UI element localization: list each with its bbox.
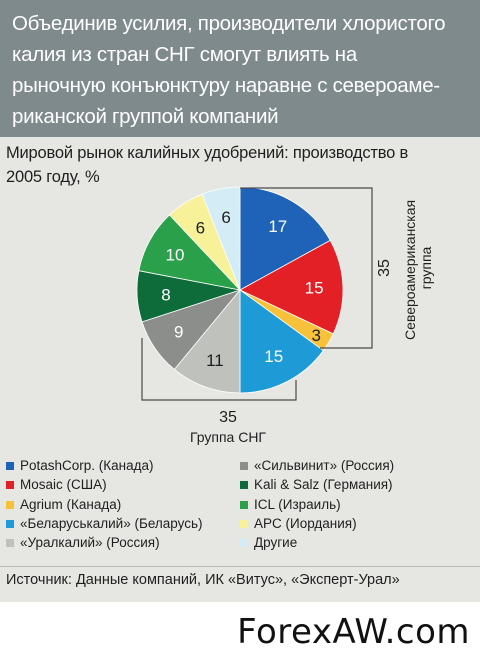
pie-slice-label: 6 bbox=[221, 208, 230, 227]
legend-swatch bbox=[240, 481, 248, 490]
source-divider bbox=[0, 566, 480, 567]
cis-bracket bbox=[141, 338, 297, 401]
legend-swatch bbox=[6, 500, 14, 509]
pie-slice-label: 10 bbox=[166, 245, 185, 264]
legend-label: PotashCorp. (Канада) bbox=[20, 458, 154, 473]
legend-item: Agrium (Канада) bbox=[6, 496, 240, 514]
pie-slice bbox=[239, 289, 324, 394]
pie-labels: 17 15 3 15 11 98 10 66 bbox=[161, 208, 323, 370]
group-brackets bbox=[141, 187, 373, 401]
legend-swatch bbox=[240, 462, 248, 471]
pie-slice-label: 17 bbox=[268, 217, 287, 236]
subtitle-line: Мировой рынок калийных удобрений: произв… bbox=[6, 144, 409, 162]
legend-swatch bbox=[240, 520, 248, 529]
pie-slice-label: 8 bbox=[161, 286, 170, 305]
pie-slice-label: 15 bbox=[264, 347, 283, 366]
legend-label: «Беларуськалий» (Беларусь) bbox=[20, 515, 203, 531]
group-label-line-2: группа bbox=[418, 246, 434, 289]
header-line: Объединив усилия, производители хлористо… bbox=[12, 12, 446, 35]
legend-item: PotashCorp. (Канада) bbox=[6, 457, 240, 475]
watermark: ForexAW.com bbox=[237, 612, 470, 652]
pie-slices bbox=[136, 186, 344, 394]
group-label-line-1: Североамериканская bbox=[402, 200, 418, 340]
pie-slice-label: 3 bbox=[311, 326, 320, 345]
header-line: калия из стран СНГ смогут влиять на bbox=[12, 43, 357, 66]
legend-swatch bbox=[240, 539, 248, 548]
cis-group-label: Группа СНГ bbox=[190, 429, 266, 445]
legend-item: Другие bbox=[240, 534, 474, 552]
pie-slice bbox=[173, 288, 241, 394]
source-note: Источник: Данные компаний, ИК «Витус», «… bbox=[6, 572, 400, 588]
north-america-bracket bbox=[240, 187, 373, 349]
legend-label: Kali & Salz (Германия) bbox=[254, 477, 393, 493]
legend-label: Agrium (Канада) bbox=[20, 496, 122, 512]
legend-item: Kali & Salz (Германия) bbox=[240, 476, 474, 494]
legend-swatch bbox=[6, 462, 14, 471]
header-banner: Объединив усилия, производители хлористо… bbox=[0, 0, 480, 137]
north-america-group-value: 35 bbox=[376, 259, 393, 277]
header-line: риканской группой компаний bbox=[12, 105, 279, 128]
pie-slice-label: 6 bbox=[196, 218, 205, 237]
pie-slice bbox=[201, 186, 241, 291]
legend-swatch bbox=[240, 500, 248, 509]
legend-label: APC (Иордания) bbox=[254, 515, 357, 531]
legend-label: Mosaic (США) bbox=[20, 477, 107, 493]
legend-swatch bbox=[6, 520, 14, 529]
pie-slice-label: 15 bbox=[305, 279, 324, 298]
legend-swatch bbox=[6, 539, 14, 548]
pie-slice-label: 9 bbox=[174, 323, 183, 342]
legend-label: «Сильвинит» (Россия) bbox=[254, 458, 395, 473]
north-america-group-label: Североамериканская группа bbox=[402, 196, 434, 340]
legend-label: Другие bbox=[254, 535, 298, 551]
subtitle-line: 2005 году, % bbox=[6, 168, 100, 186]
cis-group-value: 35 bbox=[219, 409, 237, 426]
legend-item: «Сильвинит» (Россия) bbox=[240, 457, 474, 475]
legend-item: APC (Иордания) bbox=[240, 515, 474, 533]
header-line: рыночную конъюнктуру наравне с североаме… bbox=[12, 74, 440, 97]
legend: PotashCorp. (Канада) «Сильвинит» (Россия… bbox=[6, 457, 474, 552]
legend-item: «Беларуськалий» (Беларусь) bbox=[6, 515, 240, 533]
legend-item: «Уралкалий» (Россия) bbox=[6, 534, 240, 552]
pie-slice bbox=[239, 239, 344, 335]
legend-item: Mosaic (США) bbox=[6, 476, 240, 494]
legend-label: «Уралкалий» (Россия) bbox=[20, 535, 160, 551]
legend-label: ICL (Израиль) bbox=[254, 496, 341, 512]
legend-item: ICL (Израиль) bbox=[240, 496, 474, 514]
chart-subtitle: Мировой рынок калийных удобрений: произв… bbox=[6, 141, 466, 189]
pie-slice-label: 11 bbox=[206, 351, 224, 370]
pie-slice bbox=[239, 186, 331, 291]
legend-swatch bbox=[6, 481, 14, 490]
